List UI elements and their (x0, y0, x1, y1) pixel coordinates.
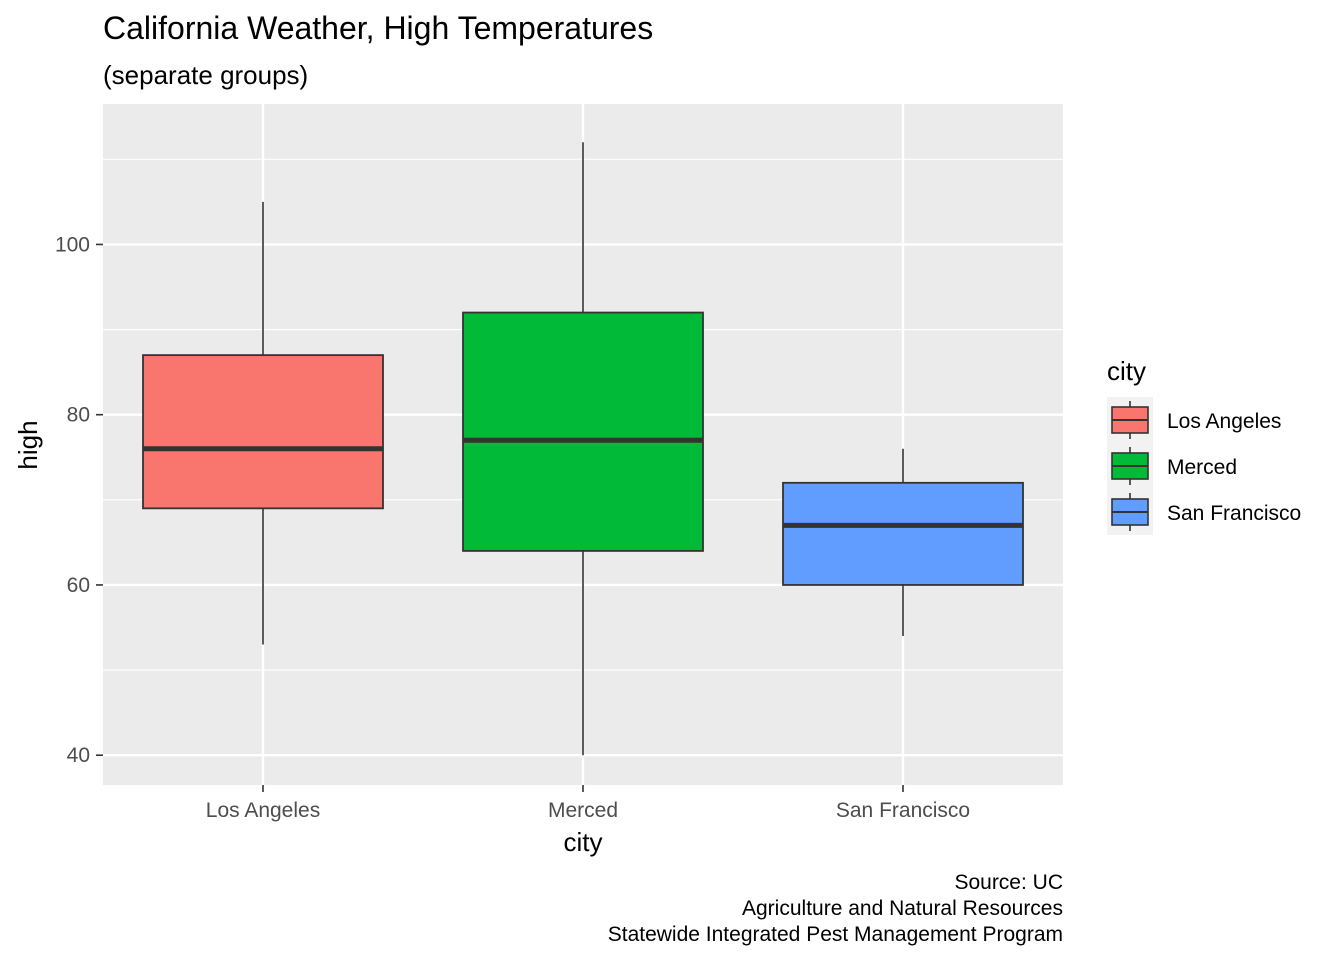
legend-item: Los Angeles (1111, 401, 1281, 439)
legend-title: city (1107, 356, 1146, 386)
x-axis-label: city (564, 827, 603, 857)
box-body (142, 354, 384, 510)
legend-label: Los Angeles (1167, 410, 1281, 433)
x-tick-label: Merced (548, 799, 618, 822)
caption-line: Statewide Integrated Pest Management Pro… (607, 923, 1063, 946)
legend-item: Merced (1111, 447, 1237, 485)
x-tick-label: Los Angeles (206, 799, 320, 822)
caption-line: Source: UC (954, 871, 1063, 894)
box-merced (462, 142, 704, 756)
y-tick-label: 60 (67, 574, 90, 597)
axes: 40 60 80 100 Los Angeles Merced San Francisco (55, 233, 970, 822)
legend-item: San Francisco (1111, 493, 1301, 531)
y-tick-label: 80 (67, 404, 90, 427)
legend: city Los Angeles Merced San Francisco (1107, 356, 1301, 535)
box-san-francisco (782, 448, 1024, 637)
chart-title: California Weather, High Temperatures (103, 10, 654, 46)
x-tick-label: San Francisco (836, 799, 970, 822)
y-tick-label: 40 (67, 744, 90, 767)
legend-label: San Francisco (1167, 502, 1301, 525)
box-body (462, 311, 704, 552)
box-body (782, 481, 1024, 586)
chart-caption: Source: UC Agriculture and Natural Resou… (608, 870, 1063, 948)
boxes (142, 142, 1024, 756)
chart-subtitle: (separate groups) (103, 60, 309, 90)
caption-line: Agriculture and Natural Resources (742, 897, 1063, 920)
y-tick-label: 100 (55, 233, 90, 256)
y-axis-label: high (13, 420, 43, 469)
box-los-angeles (142, 201, 384, 645)
legend-label: Merced (1167, 456, 1237, 479)
